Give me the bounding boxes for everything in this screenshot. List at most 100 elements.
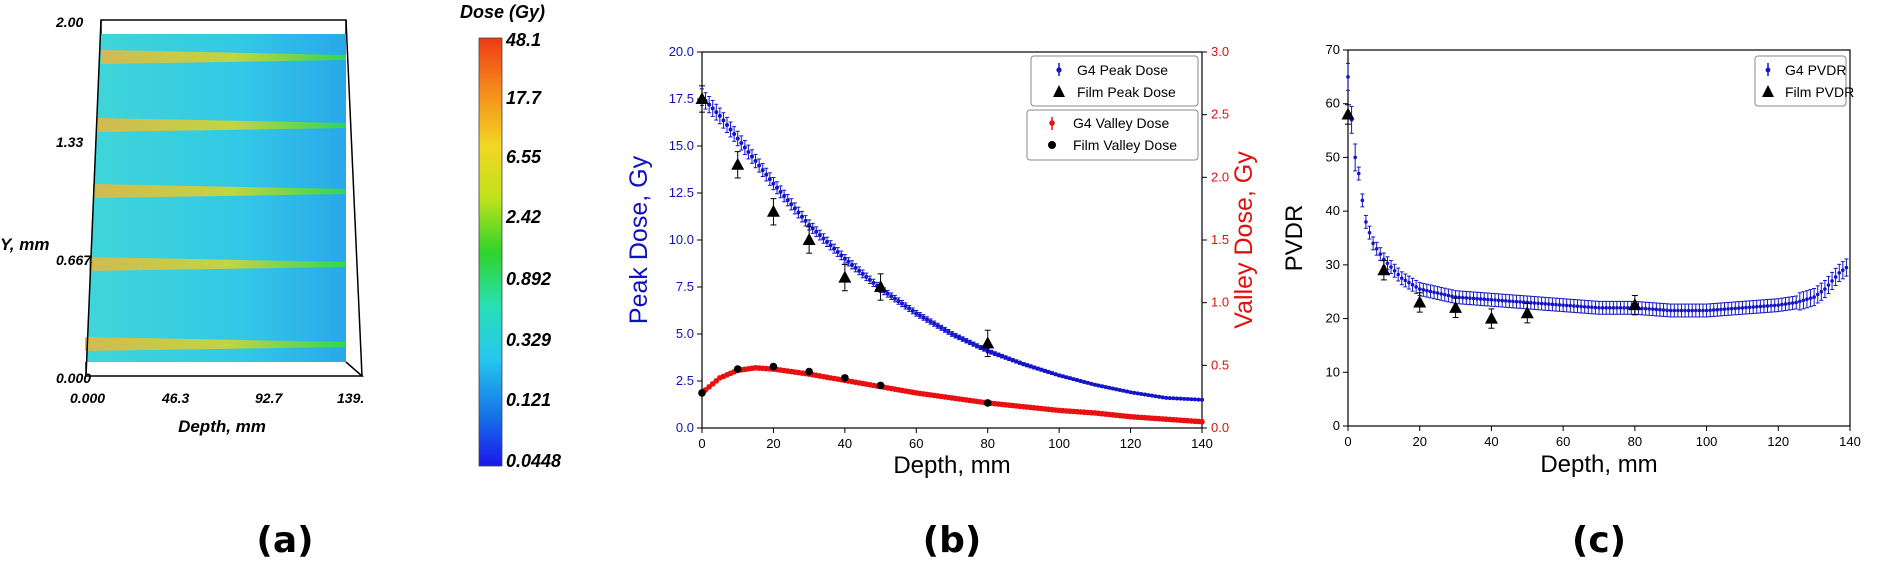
data-point: [1668, 308, 1673, 313]
data-point: [1464, 296, 1469, 300]
data-point: [1385, 261, 1390, 266]
data-point: [721, 118, 726, 123]
data-point: [746, 150, 751, 155]
data-point: [942, 327, 947, 332]
legend-valley: G4 Valley Dose Film Valley Dose: [1026, 109, 1199, 161]
legend-marker-g4-valley: [1049, 117, 1055, 130]
x-tick-label: 60: [1556, 434, 1570, 449]
y-tick-label: 70: [1326, 42, 1340, 57]
data-point: [1679, 308, 1684, 313]
data-point: [1650, 307, 1655, 311]
data-point: [1389, 265, 1393, 269]
data-point: [1787, 301, 1791, 306]
y-tick-label: 15.0: [669, 138, 694, 153]
y-tick-label: 0.5: [1211, 357, 1229, 372]
legend-box: [1754, 55, 1847, 107]
data-point: [1032, 365, 1037, 370]
data-point: [1733, 306, 1738, 311]
data-point: [1808, 296, 1813, 300]
data-point: [1341, 107, 1355, 120]
x-tick: 0.000: [70, 390, 105, 406]
data-point: [1615, 306, 1619, 310]
data-point: [1135, 391, 1140, 396]
data-point: [971, 342, 976, 347]
panel-label-b: (b): [923, 520, 982, 561]
legend-label: Film Valley Dose: [1073, 137, 1177, 153]
data-point: [874, 280, 888, 292]
data-point: [778, 189, 783, 194]
data-point: [957, 335, 962, 340]
y-axis-label: PVDR: [1281, 205, 1308, 272]
data-point: [853, 265, 858, 270]
data-point: [698, 389, 706, 397]
data-point: [1428, 289, 1433, 294]
data-point: [1597, 306, 1601, 310]
plot-frame: [1347, 49, 1851, 427]
data-point: [1471, 296, 1476, 301]
data-point: [1647, 307, 1651, 311]
bounding-box-right: [345, 19, 363, 377]
data-point: [1665, 308, 1669, 313]
data-point: [1067, 376, 1072, 381]
data-point: [850, 262, 854, 267]
data-point: [775, 185, 779, 190]
data-point: [828, 243, 833, 248]
data-point: [1053, 372, 1058, 377]
data-point: [1132, 390, 1137, 395]
data-point: [1554, 302, 1558, 307]
data-point: [1160, 395, 1165, 400]
data-point: [1607, 306, 1612, 310]
data-point: [1450, 294, 1454, 299]
data-point: [964, 338, 969, 343]
x-tick-label: 0: [698, 436, 705, 451]
data-point: [981, 336, 995, 349]
data-point: [1772, 303, 1777, 308]
x-tick-label: 40: [838, 436, 852, 451]
data-point: [1121, 388, 1126, 393]
data-point: [967, 340, 972, 345]
data-point: [1769, 303, 1773, 308]
bounding-box-left: [85, 19, 102, 377]
data-point: [832, 246, 837, 251]
y-tick-label: 7.5: [676, 279, 694, 294]
x-tick-label: 60: [909, 436, 923, 451]
data-point: [1407, 280, 1411, 285]
panel-label-a: (a): [256, 520, 313, 561]
legend-label: G4 Valley Dose: [1073, 115, 1169, 131]
data-point: [1110, 386, 1115, 391]
data-point: [1167, 396, 1172, 401]
data-point: [1575, 304, 1580, 309]
y-tick: 0.667: [56, 252, 92, 268]
data-point: [1841, 268, 1845, 273]
legend-label: G4 Peak Dose: [1077, 62, 1168, 78]
data-point: [1833, 275, 1838, 279]
data-point: [1050, 371, 1054, 376]
x-tick: 139.: [337, 390, 364, 406]
data-point: [1539, 301, 1544, 306]
data-point: [1014, 359, 1019, 364]
x-tick-label: 0: [1344, 434, 1351, 449]
legend-label: Film Peak Dose: [1077, 84, 1176, 100]
data-point: [1726, 307, 1730, 311]
data-point: [732, 131, 737, 136]
data-point: [735, 136, 740, 141]
data-point: [1439, 292, 1444, 296]
data-point: [1690, 308, 1695, 313]
data-point: [1057, 373, 1062, 378]
data-point: [1107, 385, 1112, 390]
data-point: [989, 350, 994, 355]
series: [1341, 62, 1849, 329]
data-point: [1403, 278, 1408, 283]
x-tick-label: 20: [766, 436, 780, 451]
data-point: [935, 323, 940, 328]
colorbar: [478, 37, 503, 467]
y-tick-label: 1.5: [1211, 232, 1229, 247]
data-point: [1683, 308, 1687, 313]
data-point: [1374, 246, 1379, 251]
data-point: [1557, 303, 1562, 307]
x-tick: 92.7: [255, 390, 283, 406]
data-point: [750, 154, 754, 159]
data-point: [841, 374, 849, 382]
data-point: [1449, 300, 1463, 313]
dose-peak: [93, 184, 346, 198]
